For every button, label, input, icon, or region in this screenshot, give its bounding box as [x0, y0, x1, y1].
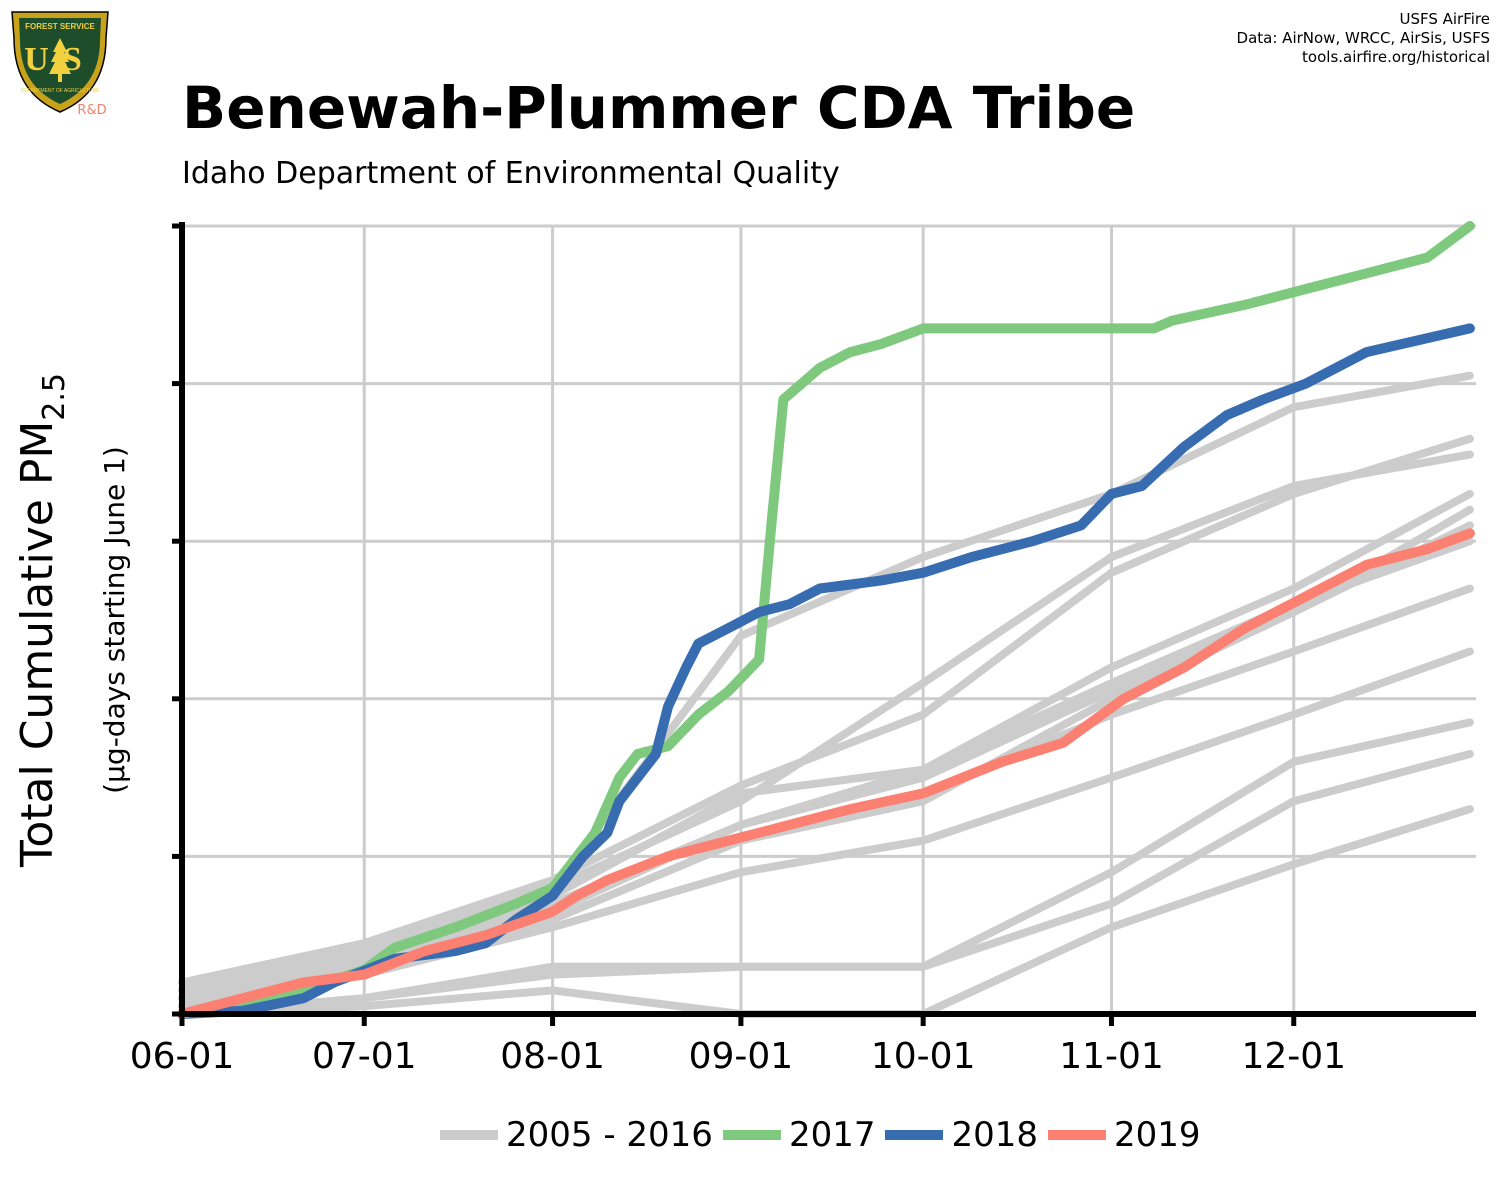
legend-item-2018: 2018	[885, 1115, 1038, 1155]
credit-line-1: USFS AirFire	[1399, 10, 1490, 28]
credit-line-3: tools.airfire.org/historical	[1302, 48, 1490, 66]
series-line-historical-10	[178, 434, 1474, 987]
y-axis-label-subscript: 2.5	[37, 373, 72, 421]
axes: 06-01 07-01 08-01 09-01 10-01 11-01 12-01	[130, 222, 1476, 1077]
x-tick-label-1: 07-01	[312, 1036, 417, 1077]
historical-series-group	[178, 371, 1474, 1018]
series-line-historical-14	[178, 805, 1474, 1018]
logo-top-text: FOREST SERVICE	[25, 22, 95, 31]
y-axis-units: (µg-days starting June 1)	[98, 446, 131, 794]
legend-label-historical: 2005 - 2016	[506, 1115, 713, 1155]
x-tick-label-3: 09-01	[689, 1036, 794, 1077]
legend-swatch-historical	[440, 1130, 498, 1140]
series-line-2018	[177, 323, 1475, 1019]
legend-item-2017: 2017	[722, 1115, 876, 1155]
legend-item-2019: 2019	[1048, 1115, 1201, 1155]
legend-swatch-2019	[1048, 1130, 1107, 1140]
tree-icon	[49, 38, 71, 74]
x-tick-label-6: 12-01	[1241, 1036, 1346, 1077]
logo-badge: R&D	[77, 103, 106, 118]
logo-bottom-text: DEPARTMENT OF AGRICULTURE	[21, 88, 100, 94]
usfs-logo: FOREST SERVICE US DEPARTMENT OF AGRICULT…	[11, 11, 109, 118]
series-line-2019	[177, 528, 1475, 1019]
legend-label-2019: 2019	[1114, 1115, 1201, 1155]
x-tick-label-2: 08-01	[500, 1036, 605, 1077]
credit-line-2: Data: AirNow, WRCC, AirSis, USFS	[1236, 29, 1490, 47]
x-tick-label-4: 10-01	[871, 1036, 976, 1077]
x-tick-label-5: 11-01	[1059, 1036, 1164, 1077]
chart-subtitle: Idaho Department of Environmental Qualit…	[182, 156, 840, 191]
legend-label-2018: 2018	[951, 1115, 1039, 1155]
series-line-2017	[177, 221, 1475, 1019]
legend-swatch-2017	[722, 1130, 781, 1140]
legend-label-2017: 2017	[788, 1115, 876, 1155]
y-axis-label-main: Total Cumulative PM	[12, 421, 63, 868]
series-line-historical-11	[178, 371, 1474, 995]
legend-swatch-2018	[885, 1130, 944, 1140]
credits: USFS AirFire Data: AirNow, WRCC, AirSis,…	[1237, 10, 1490, 67]
series-line-historical-13	[178, 750, 1474, 1018]
legend-item-historical: 2005 - 2016	[440, 1115, 713, 1155]
highlighted-series-group	[177, 221, 1475, 1019]
x-tick-label-0: 06-01	[130, 1036, 235, 1077]
series-line-historical-9	[178, 450, 1474, 1003]
y-axis-label: Total Cumulative PM2.5	[12, 373, 72, 868]
chart-title: Benewah-Plummer CDA Tribe	[182, 74, 1136, 142]
legend: 2005 - 2016 2017 2018 2019	[440, 1112, 1211, 1158]
